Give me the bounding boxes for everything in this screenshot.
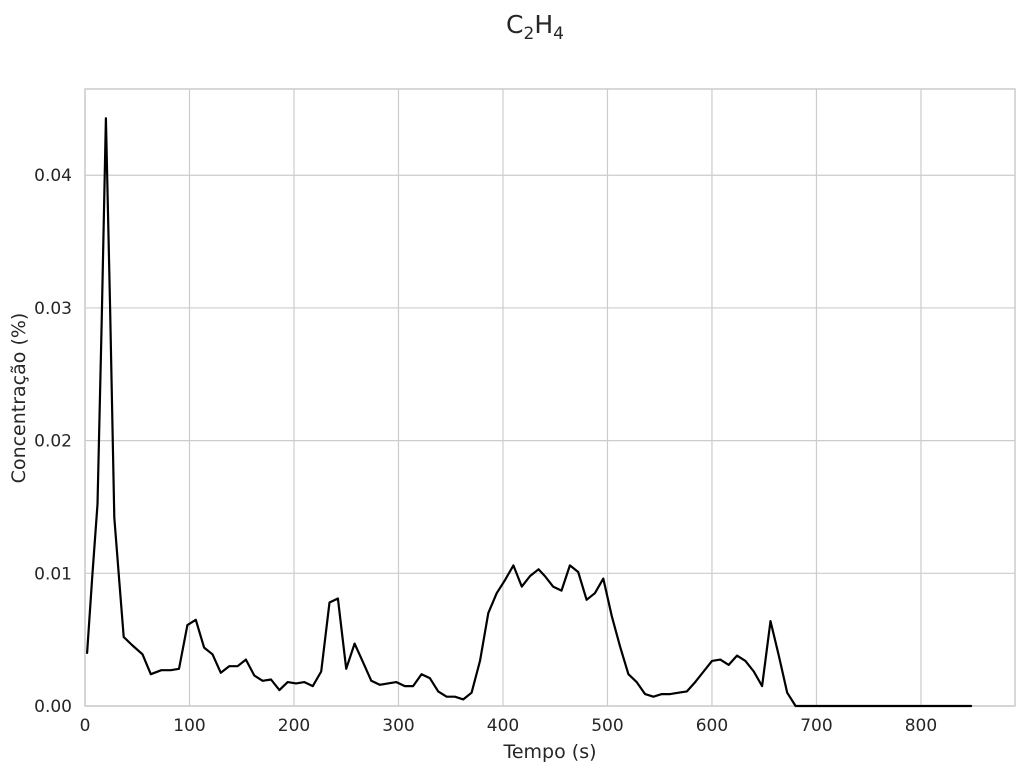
- series-line: [86, 117, 973, 708]
- x-tick-label: 700: [800, 716, 832, 736]
- x-axis-label: Tempo (s): [502, 741, 596, 763]
- title-sub1: 2: [524, 24, 535, 44]
- y-tick-label: 0.03: [34, 299, 72, 319]
- x-tick-label: 400: [487, 716, 519, 736]
- title-mid: H: [534, 10, 553, 39]
- plot-frame: [84, 88, 1016, 707]
- x-tick-label: 200: [278, 716, 310, 736]
- x-tick-label: 100: [173, 716, 205, 736]
- x-tick-label: 600: [696, 716, 728, 736]
- x-tick-label: 0: [80, 716, 91, 736]
- grid-layer: [84, 88, 1016, 707]
- y-axis-label: Concentração (%): [8, 313, 30, 484]
- x-tick-label: 800: [905, 716, 937, 736]
- plot-layer: [86, 117, 973, 708]
- x-tick-label: 500: [591, 716, 623, 736]
- title-sub2: 4: [553, 24, 564, 44]
- chart-title: C2H4: [506, 10, 564, 44]
- tick-layer: 0 100 200 300 400 500 600 700 800 0.00 0.01 0.02 0.0…: [34, 166, 937, 736]
- y-tick-label: 0.01: [34, 564, 72, 584]
- y-tick-label: 0.04: [34, 166, 72, 186]
- y-tick-label: 0.00: [34, 697, 72, 717]
- y-tick-label: 0.02: [34, 432, 72, 452]
- x-tick-label: 300: [382, 716, 414, 736]
- title-base: C: [506, 10, 523, 39]
